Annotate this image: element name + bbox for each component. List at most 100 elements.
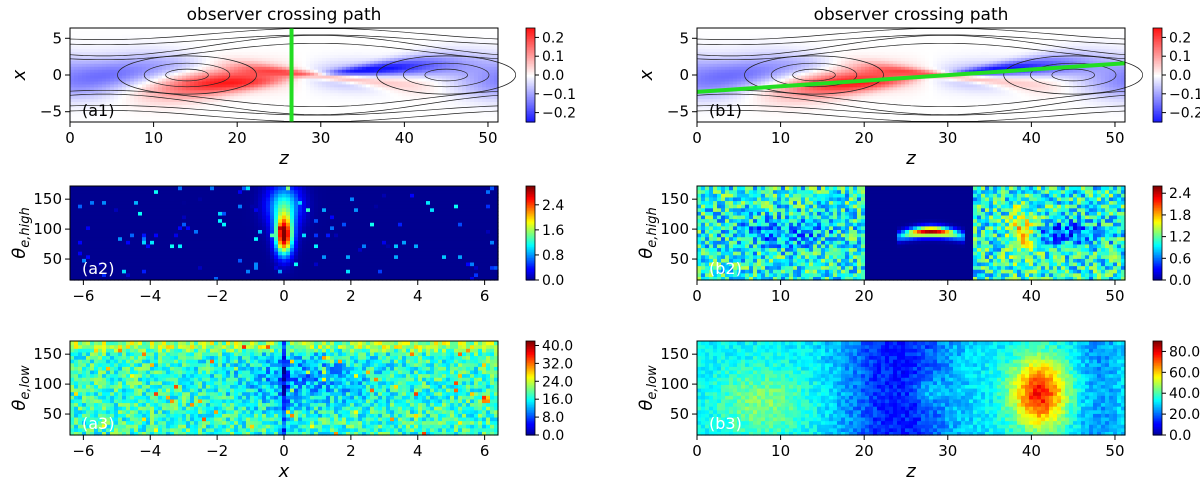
cbar-tick-label: 0.0 [1169,68,1191,84]
panel-a1-title: observer crossing path [187,5,382,25]
heatmap-a1 [70,28,499,123]
cbar-tick-label: 20.0 [1169,407,1200,423]
colorbar-a1: 0.2 0.1 0.0 −0.1 −0.2 [525,27,576,123]
panel-b1-title: observer crossing path [814,5,1009,25]
heatmap-b3 [697,341,1126,436]
x-tick-label: 10 [771,287,790,305]
x-tick-label: 0 [692,442,702,460]
x-tick-label: 10 [144,129,163,147]
panel-a2: 2.4 1.6 0.8 0.0 (a2) θe,high −6 −4 −2 0 2 4 6 150 100 5… [9,185,564,305]
x-tick-label: 40 [1022,442,1041,460]
x-tick-label: 20 [228,129,247,147]
streamline [69,28,499,40]
panel-b3-ylabel-main: θ [636,400,657,411]
streamline [69,42,499,61]
y-tick-label: 0 [679,66,689,84]
y-tick-label: 50 [670,250,689,268]
x-tick-label: −2 [206,287,228,305]
x-tick-label: 0 [692,287,702,305]
island-contour [143,62,231,88]
y-tick-label: 50 [43,405,62,423]
cbar-tick-label: 1.2 [1169,230,1191,246]
cbar-tick-label: 0.1 [542,49,564,65]
x-tick-label: 30 [938,287,957,305]
cbar-tick-label: 2.4 [542,198,564,214]
streamline [69,34,499,46]
panel-a3: 40.0 32.0 24.0 16.0 8.0 0.0 (a3) x θe,low −6 −4 −2 0… [9,338,573,482]
x-tick-label: 0 [279,442,289,460]
y-tick-label: 50 [670,405,689,423]
cbar-tick-label: −0.2 [1169,106,1200,122]
x-tick-label: −6 [72,442,94,460]
cbar-tick-label: 0.0 [1169,428,1191,444]
colorbar-b3: 80.0 60.0 40.0 20.0 0.0 [1152,340,1200,444]
y-tick-label: 150 [33,345,62,363]
cbar-tick-label: 60.0 [1169,365,1200,381]
streamline [696,104,1126,116]
panel-b3-xlabel: z [905,461,916,482]
cbar-tick-label: 0.0 [542,68,564,84]
cbar-tick-label: 40.0 [542,338,573,354]
panel-a2-ylabel-sub: e,high [18,207,33,247]
x-tick-label: 50 [1105,129,1124,147]
island-contour [770,62,858,88]
cbar-tick-label: −0.1 [542,87,576,103]
streamline [696,28,1126,40]
x-tick-label: 50 [1105,287,1124,305]
cbar-tick-label: 0.1 [1169,49,1191,65]
island-contour [792,68,836,82]
cbar-tick-label: 0.6 [1169,251,1191,267]
panel-a3-label: (a3) [82,414,114,433]
panel-b2-ylabel-sub: e,high [645,207,660,247]
panel-a1-xlabel: z [278,148,289,169]
observer-path-b1 [696,61,1126,94]
panel-b2-ylabel-main: θ [636,248,657,259]
island-contour [1051,68,1095,82]
x-tick-label: −6 [72,287,94,305]
cbar-tick-label: 32.0 [542,356,573,372]
panel-a1-ylabel: x [9,69,30,81]
panel-a1-label: (a1) [82,101,114,120]
panel-b2: 2.4 1.8 1.2 0.6 0.0 (b2) θe,high 0 10 20 30 40 50 150… [636,185,1191,305]
panel-a3-ylabel-main: θ [9,400,30,411]
streamline [696,34,1126,46]
x-tick-label: 0 [65,129,75,147]
cbar-tick-label: −0.2 [542,106,576,122]
x-tick-label: −4 [139,442,161,460]
panel-b2-label: (b2) [709,259,742,278]
panel-b1-label: (b1) [709,101,742,120]
x-tick-label: 40 [1022,129,1041,147]
y-tick-label: −5 [667,103,689,121]
panel-a3-ylabel-sub: e,low [18,365,33,400]
panel-a3-xlabel: x [278,461,290,482]
cbar-tick-label: 8.0 [542,410,564,426]
panel-b3-label: (b3) [709,414,742,433]
cbar-tick-label: 0.0 [542,273,564,289]
cbar-tick-label: 40.0 [1169,386,1200,402]
x-tick-label: 20 [855,287,874,305]
streamline [69,93,499,116]
streamline [69,34,499,57]
y-tick-label: 100 [33,220,62,238]
panel-a2-ylabel-main: θ [9,248,30,259]
island-contour [165,68,209,82]
y-tick-label: 100 [33,375,62,393]
streamline [69,104,499,116]
cbar-tick-label: 16.0 [542,392,573,408]
panel-b3: 80.0 60.0 40.0 20.0 0.0 (b3) z θe,low 0 10 20 30 40 5… [636,340,1200,482]
axes-frame-b2 [696,185,1126,281]
y-tick-label: 150 [33,190,62,208]
colorbar-a2: 2.4 1.6 0.8 0.0 [525,185,564,289]
y-tick-label: 100 [660,375,689,393]
x-tick-label: 30 [311,129,330,147]
cbar-tick-label: 0.0 [1169,273,1191,289]
y-tick-label: 5 [679,29,689,47]
x-tick-label: 6 [480,287,490,305]
x-tick-label: 10 [771,129,790,147]
streamline [69,89,499,108]
x-tick-label: 50 [478,129,497,147]
island-contour [1030,62,1117,88]
streamline [696,89,1126,108]
cbar-tick-label: 0.0 [542,428,564,444]
